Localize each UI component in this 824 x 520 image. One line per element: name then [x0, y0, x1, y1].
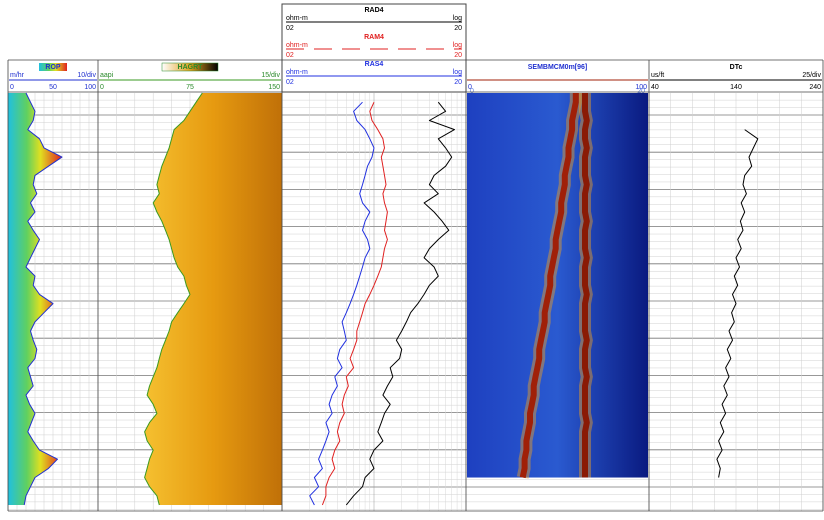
x-tick-label: 150 — [268, 84, 280, 91]
x-tick-label: 240 — [809, 84, 821, 91]
unit-label: m/hr — [10, 72, 25, 79]
x-tick-label: 100 — [84, 84, 96, 91]
x-tick-label: 0 — [468, 84, 472, 91]
x-tick-label: 02 — [286, 52, 294, 59]
log-curve — [716, 129, 759, 478]
track-title: HAGRT — [178, 64, 204, 71]
x-tick-label: 20 — [454, 52, 462, 59]
track-title: ROP — [45, 64, 61, 71]
scale-label: 10/div — [77, 72, 96, 79]
semblance-background — [467, 93, 648, 478]
x-tick-label: 02 — [286, 25, 294, 32]
unit-label: ohm-m — [286, 69, 308, 76]
x-tick-label: 0 — [100, 84, 104, 91]
colorbar — [161, 62, 219, 72]
series-name: RAD4 — [364, 7, 383, 14]
track-title: SEMBMCM0m[96] — [528, 64, 588, 71]
x-tick-label: 20 — [454, 79, 462, 86]
log-curve — [345, 101, 455, 506]
colorbar — [39, 63, 67, 71]
unit-label: aapi — [100, 72, 114, 79]
x-tick-label: 02 — [286, 79, 294, 86]
x-tick-label: 20 — [454, 25, 462, 32]
log-curve — [23, 92, 63, 506]
unit-label: ohm-m — [286, 42, 308, 49]
unit-label: ohm-m — [286, 15, 308, 22]
x-tick-label: 0 — [10, 84, 14, 91]
x2-limit: 0 — [470, 88, 474, 95]
x-tick-label: 40 — [651, 84, 659, 91]
x-tick-label: 100 — [635, 84, 647, 91]
semblance-ridge — [582, 93, 590, 478]
log-curve — [144, 92, 203, 506]
area-fill — [8, 93, 62, 505]
unit-label: us/ft — [651, 72, 664, 79]
log-curve — [321, 101, 388, 506]
scale-label: 25/div — [802, 72, 821, 79]
track-title: DTc — [730, 64, 743, 71]
scale-label: log — [453, 69, 462, 76]
log-curve — [309, 101, 375, 506]
x-tick-label: 75 — [186, 84, 194, 91]
series-name: RAM4 — [364, 34, 384, 41]
area-fill — [144, 93, 282, 505]
scale-label: log — [453, 42, 462, 49]
scale-label: log — [453, 15, 462, 22]
x-tick-label: 140 — [730, 84, 742, 91]
series-name: RAS4 — [365, 61, 384, 68]
header-box — [281, 3, 467, 93]
semblance-ridge — [519, 93, 579, 479]
scale-label: 15/div — [261, 72, 280, 79]
x2-limit: 20 — [637, 88, 645, 95]
x-tick-label: 50 — [49, 84, 57, 91]
